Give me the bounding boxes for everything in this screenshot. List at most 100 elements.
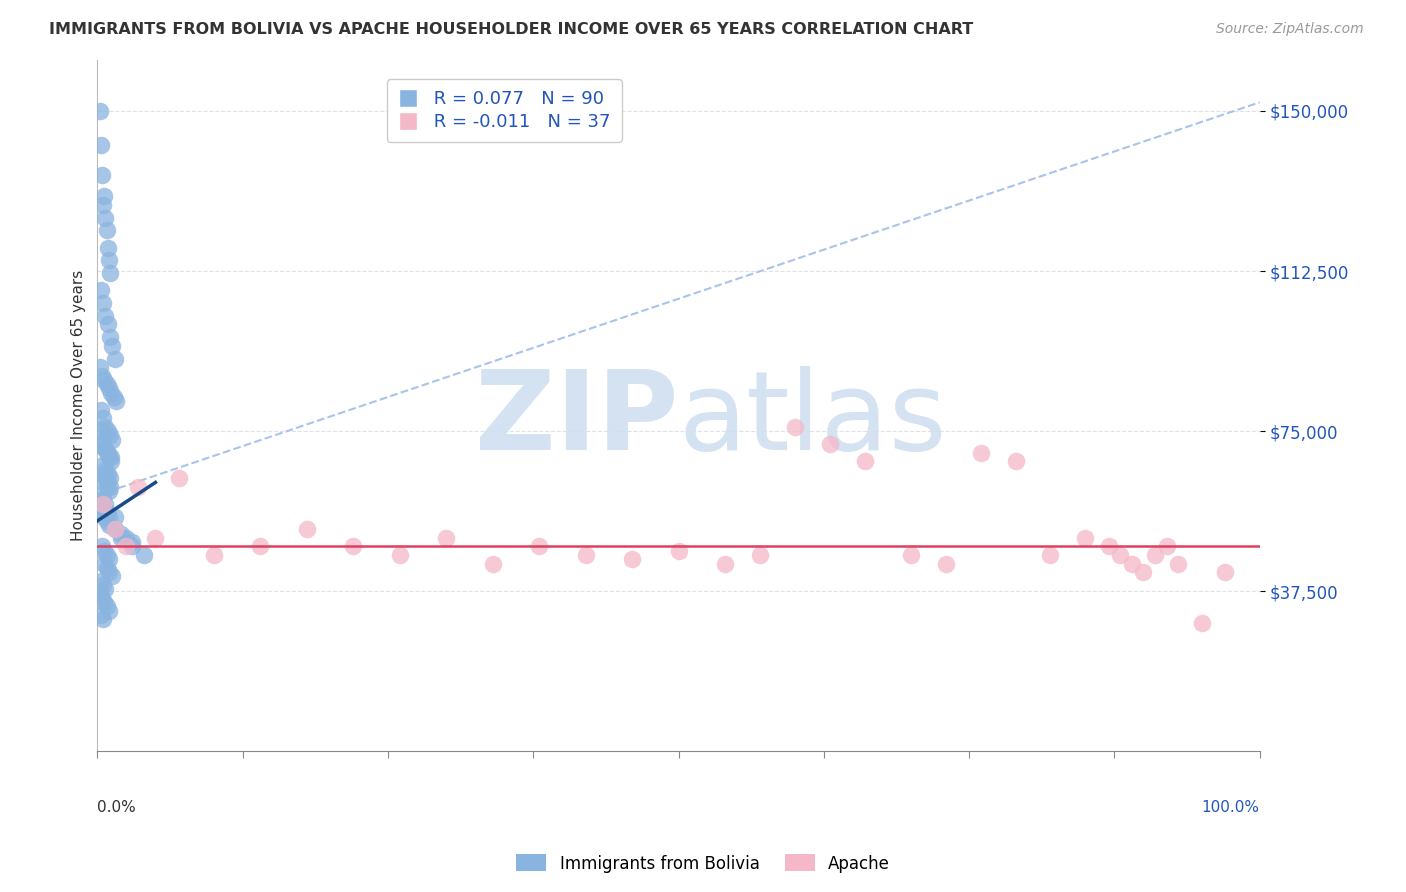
Point [93,501,115,516]
Point [90,138,112,153]
Point [970,445,993,459]
Point [90,283,112,297]
Point [1144,548,1167,562]
Text: IMMIGRANTS FROM BOLIVIA VS APACHE HOUSEHOLDER INCOME OVER 65 YEARS CORRELATION C: IMMIGRANTS FROM BOLIVIA VS APACHE HOUSEH… [49,22,973,37]
Text: 0.0%: 0.0% [97,800,136,815]
Point [98,266,121,280]
Text: Source: ZipAtlas.com: Source: ZipAtlas.com [1216,22,1364,37]
Point [1097,540,1119,554]
Point [100,450,122,464]
Point [527,540,550,554]
Point [104,351,127,366]
Point [93,509,115,524]
Point [94,420,117,434]
Point [93,557,115,571]
Point [90,607,112,622]
Point [100,454,122,468]
Legend: Immigrants from Bolivia, Apache: Immigrants from Bolivia, Apache [509,847,897,880]
Point [121,535,143,549]
Point [98,428,121,442]
Point [91,578,114,592]
Text: ZIP: ZIP [475,366,679,473]
Point [91,497,114,511]
Point [94,497,117,511]
Point [91,433,114,447]
Point [115,531,138,545]
Point [96,445,118,459]
Point [295,522,318,536]
Point [101,569,124,583]
Point [98,253,121,268]
Point [94,442,117,456]
Point [96,505,118,519]
Point [91,458,114,473]
Point [104,394,127,409]
Point [91,168,114,182]
Point [93,595,115,609]
Point [93,475,115,490]
Point [132,548,155,562]
Point [96,599,118,614]
Point [115,540,138,554]
Point [90,424,112,438]
Point [481,557,503,571]
Point [1132,565,1154,579]
Point [97,445,120,459]
Point [1213,565,1236,579]
Point [97,240,120,254]
Point [94,309,117,323]
Point [101,339,124,353]
Point [96,514,118,528]
Point [97,467,120,481]
Point [91,505,114,519]
Point [98,471,121,485]
Point [1004,454,1026,468]
Point [145,531,167,545]
Point [98,509,121,524]
Point [93,189,115,203]
Point [89,103,111,118]
Point [89,501,111,516]
Point [93,442,115,456]
Point [96,377,118,392]
Point [101,433,124,447]
Point [249,540,271,554]
Point [1121,557,1143,571]
Point [91,492,114,507]
Point [98,603,121,617]
Point [90,402,112,417]
Point [202,548,225,562]
Point [91,591,114,605]
Point [1167,557,1189,571]
Point [96,223,118,237]
Point [104,522,127,536]
Point [98,565,121,579]
Point [104,509,127,524]
Point [94,211,117,225]
Point [89,586,111,600]
Point [342,540,364,554]
Point [110,526,132,541]
Point [574,548,596,562]
Point [91,368,114,383]
Point [91,437,114,451]
Point [110,531,132,545]
Point [1039,548,1062,562]
Point [714,557,737,571]
Point [91,497,114,511]
Point [748,548,770,562]
Point [853,454,876,468]
Point [97,318,120,332]
Point [818,437,841,451]
Point [434,531,457,545]
Point [97,424,120,438]
Point [94,462,117,476]
Point [94,582,117,597]
Text: 100.0%: 100.0% [1202,800,1260,815]
Point [388,548,411,562]
Point [103,390,125,404]
Point [94,471,117,485]
Point [668,543,690,558]
Point [96,480,118,494]
Text: atlas: atlas [679,366,948,473]
